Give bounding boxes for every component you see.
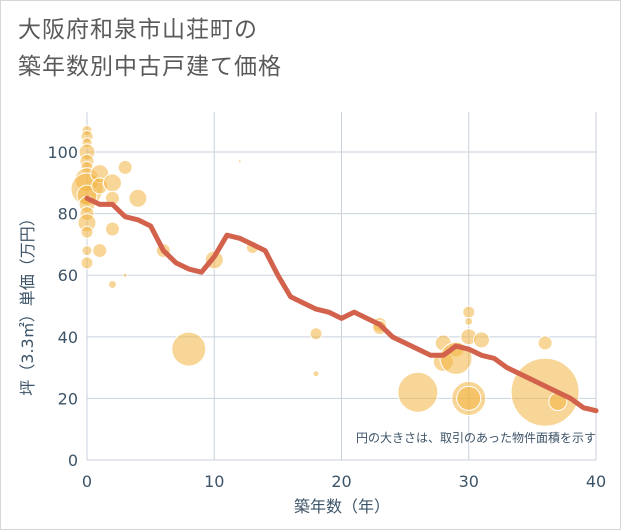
bubble-point bbox=[117, 159, 133, 175]
x-tick-label: 0 bbox=[82, 472, 92, 491]
bubble-point bbox=[312, 370, 320, 378]
bubble-point bbox=[237, 159, 242, 164]
bubble-point bbox=[309, 327, 323, 341]
bubble-point bbox=[462, 305, 476, 319]
x-tick-label: 20 bbox=[331, 472, 351, 491]
bubble-point bbox=[122, 272, 128, 278]
bubble-point bbox=[456, 385, 482, 411]
bubble-point bbox=[464, 316, 474, 326]
grid-lines bbox=[86, 112, 597, 461]
x-tick-label: 30 bbox=[459, 472, 479, 491]
y-tick-label: 40 bbox=[58, 328, 78, 347]
y-tick-label: 0 bbox=[68, 451, 78, 470]
bubble-point bbox=[510, 357, 580, 427]
y-tick-label: 100 bbox=[47, 143, 78, 162]
bubble-series bbox=[70, 124, 580, 427]
bubble-point bbox=[80, 256, 94, 270]
average-price-line bbox=[84, 195, 599, 414]
y-axis-label: 坪（3.3㎡）単価（万円） bbox=[18, 210, 37, 395]
bubble-point bbox=[537, 335, 553, 351]
bubble-point bbox=[171, 331, 207, 367]
x-tick-label: 40 bbox=[586, 472, 606, 491]
bubble-point bbox=[104, 221, 120, 237]
y-tick-label: 20 bbox=[58, 389, 78, 408]
bubble-point bbox=[397, 371, 439, 413]
y-tick-label: 60 bbox=[58, 266, 78, 285]
bubble-point bbox=[81, 245, 93, 257]
chart-title-line-2: 築年数別中古戸建て価格 bbox=[18, 54, 282, 80]
y-tick-label: 80 bbox=[58, 205, 78, 224]
chart-title: 大阪府和泉市山荘町の 築年数別中古戸建て価格 bbox=[18, 12, 282, 86]
x-axis-label: 築年数（年） bbox=[294, 497, 390, 516]
bubble-point bbox=[128, 188, 148, 208]
bubble-point bbox=[472, 331, 490, 349]
x-tick-label: 10 bbox=[204, 472, 224, 491]
bubble-point bbox=[92, 243, 108, 259]
chart-title-line-1: 大阪府和泉市山荘町の bbox=[18, 17, 258, 43]
axis-ticks: 0 10 20 30 40 0 20 40 60 80 100 bbox=[47, 143, 606, 491]
bubble-point bbox=[80, 225, 94, 239]
bubble-size-note: 円の大きさは、取引のあった物件面積を示す bbox=[356, 430, 596, 445]
bubble-point bbox=[102, 173, 122, 193]
trend-line bbox=[84, 195, 599, 414]
bubble-point bbox=[107, 279, 117, 289]
